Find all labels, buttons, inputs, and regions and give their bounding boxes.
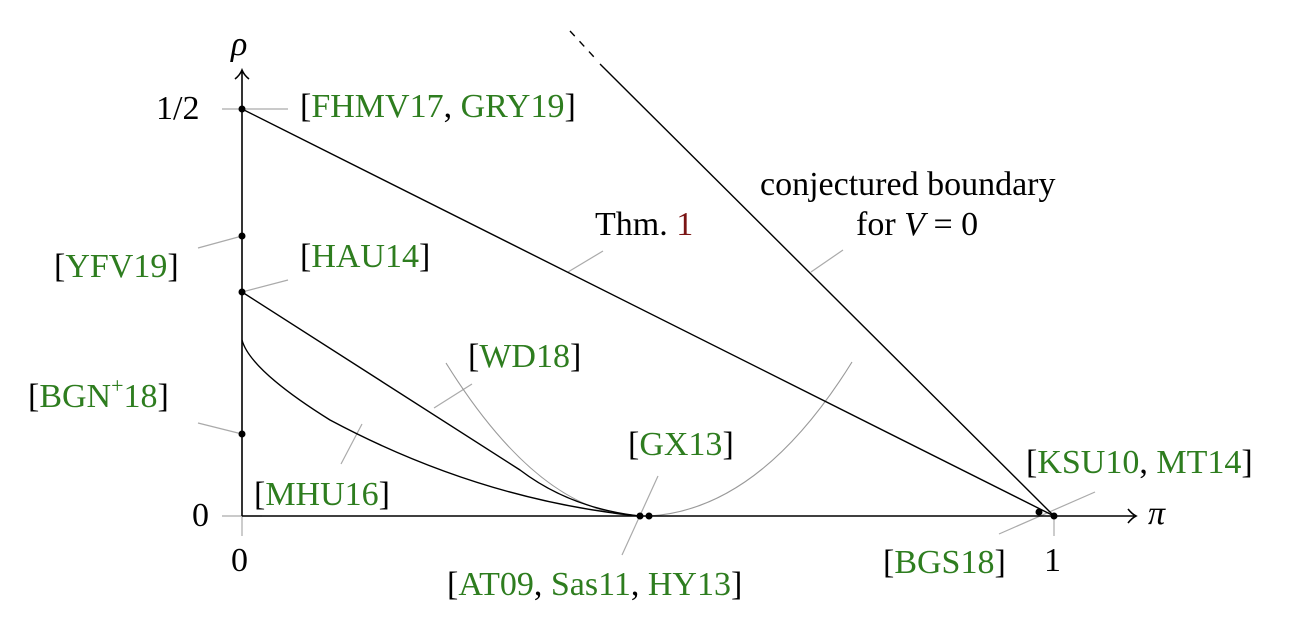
x-axis-symbol: π	[1148, 495, 1166, 532]
y-tick-zero: 0	[192, 497, 209, 534]
mhu16-curve	[241, 339, 640, 517]
x-tick-zero: 0	[231, 542, 248, 579]
conjectured-boundary-line	[599, 63, 1055, 517]
label-conjectured-boundary-line2: for V = 0	[856, 206, 979, 243]
label-mhu16: [MHU16]	[254, 476, 390, 513]
label-bgn18: [BGN+18]	[28, 373, 169, 415]
y-tick-half: 1/2	[156, 90, 200, 127]
label-fhmv17-gry19: [FHMV17, GRY19]	[300, 88, 576, 125]
data-points	[238, 105, 1058, 520]
label-ksu10-mt14: [KSU10, MT14]	[1026, 444, 1253, 481]
label-hau14: [HAU14]	[300, 238, 431, 275]
label-thm1: Thm. 1	[595, 206, 694, 243]
label-gx13: [GX13]	[628, 426, 734, 463]
label-bgs18: [BGS18]	[883, 544, 1006, 581]
x-tick-one: 1	[1044, 542, 1061, 579]
thm1-line	[241, 108, 1055, 517]
conjectured-boundary-dashed	[569, 30, 595, 58]
label-at09-sas11-hy13: [AT09, Sas11, HY13]	[447, 566, 743, 603]
label-conjectured-boundary-line1: conjectured boundary	[760, 166, 1056, 203]
label-wd18: [WD18]	[468, 338, 582, 375]
label-yfv19: [YFV19]	[54, 248, 179, 285]
y-axis-symbol: ρ	[231, 26, 248, 63]
